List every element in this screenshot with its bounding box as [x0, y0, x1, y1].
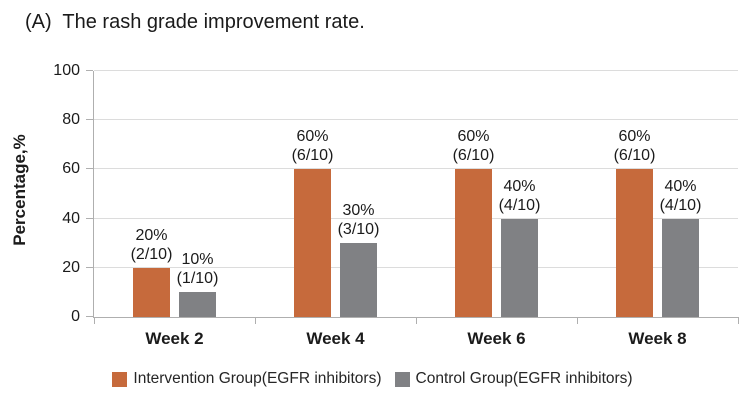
bar-value-label: 60% (6/10): [453, 127, 495, 165]
gridline: [94, 266, 738, 268]
y-axis-tick: [86, 316, 93, 317]
plot-area: 0 20 40 60 80 100 20% (2/10) 60% (6/10) 60% (6/10) 6…: [53, 62, 739, 348]
bar-intervention-week-4: [294, 169, 331, 317]
bar-intervention-week-6: [455, 169, 492, 317]
x-axis-tick: [738, 317, 739, 324]
bar-value-label-line: 40%: [503, 177, 536, 195]
bar-value-label-line: (3/10): [337, 221, 380, 239]
bar-value-label-line: 30%: [342, 202, 375, 220]
y-tick-label: 60: [62, 160, 80, 178]
legend-label: Intervention Group(EGFR inhibitors): [133, 370, 382, 387]
bar-value-label-line: 20%: [135, 226, 168, 244]
y-axis-tick: [86, 266, 93, 268]
bar-value-label-line: (6/10): [291, 147, 334, 165]
bar-value-label: 30% (3/10): [338, 201, 380, 239]
bar-value-label: 10% (1/10): [177, 250, 219, 288]
gridline: [94, 168, 738, 170]
bar-value-label-line: (6/10): [613, 147, 656, 165]
gridline: [94, 119, 738, 121]
x-axis-tick: [416, 317, 417, 324]
x-axis-tick: [255, 317, 256, 324]
bar-value-label: 60% (6/10): [614, 127, 656, 165]
x-category-label: Week 4: [306, 329, 365, 348]
x-axis-tick: [577, 317, 578, 324]
x-axis-tick: [94, 317, 95, 324]
bar-value-label: 60% (6/10): [292, 127, 334, 165]
legend-swatch-icon: [112, 371, 128, 387]
x-category-label: Week 6: [467, 329, 526, 348]
bar-value-label-line: 60%: [618, 128, 651, 146]
bar-value-label-line: 60%: [296, 128, 329, 146]
bar-value-label-line: (1/10): [176, 270, 219, 288]
y-tick-label: 0: [71, 308, 80, 325]
bar-intervention-week-2: [133, 267, 170, 317]
chart-title: (A) The rash grade improvement rate.: [25, 11, 365, 33]
x-category-label: Week 8: [628, 329, 687, 348]
bar-value-label-line: 10%: [181, 251, 214, 269]
y-axis-tick: [86, 168, 93, 170]
bar-value-label: 20% (2/10): [131, 226, 173, 264]
bar-control-week-2: [179, 292, 216, 317]
x-category-label: Week 2: [145, 329, 204, 348]
legend-item: Control Group(EGFR inhibitors): [394, 370, 633, 388]
bar-value-label-line: (6/10): [452, 147, 495, 165]
y-tick-label: 100: [53, 62, 80, 79]
bar-value-label-line: (2/10): [130, 245, 173, 263]
gridline: [94, 70, 738, 71]
y-tick-label: 20: [62, 258, 80, 276]
bar-value-label-line: 60%: [457, 128, 490, 146]
y-axis-tick: [86, 70, 93, 71]
bar-value-label-line: 40%: [664, 177, 697, 195]
bar-control-week-4: [340, 243, 377, 317]
legend-swatch-icon: [394, 371, 410, 387]
y-tick-label: 40: [62, 209, 80, 227]
legend-label: Control Group(EGFR inhibitors): [415, 370, 633, 387]
gridline: [94, 217, 738, 219]
bar-value-label: 40% (4/10): [660, 177, 702, 215]
bar-value-label-line: (4/10): [498, 196, 541, 214]
bar-value-label-line: (4/10): [659, 196, 702, 214]
legend-item: Intervention Group(EGFR inhibitors): [112, 370, 382, 388]
y-tick-label: 80: [62, 111, 80, 129]
bar-value-label: 40% (4/10): [499, 177, 541, 215]
y-axis-title: Percentage,%: [10, 134, 29, 246]
y-axis-tick: [86, 217, 93, 219]
bar-intervention-week-8: [616, 169, 653, 317]
legend: Intervention Group(EGFR inhibitors) Contr…: [0, 370, 745, 388]
bar-control-week-6: [501, 218, 538, 317]
y-axis-tick: [86, 119, 93, 121]
bar-control-week-8: [662, 218, 699, 317]
